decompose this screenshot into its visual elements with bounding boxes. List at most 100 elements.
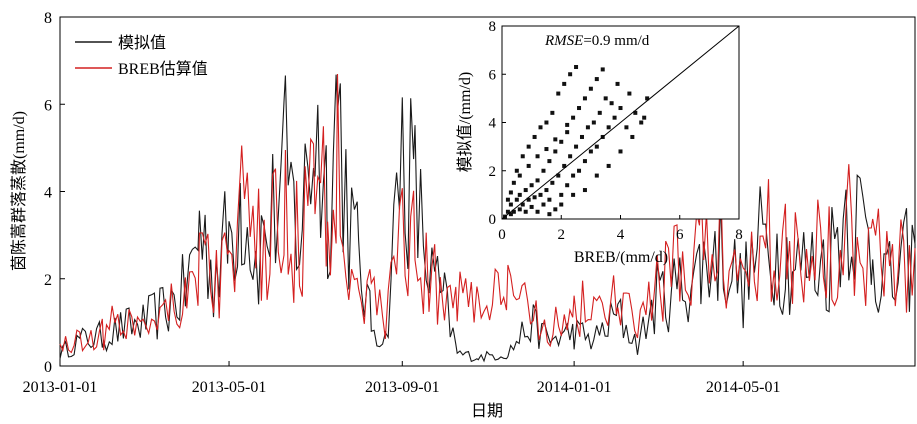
inset-x-tick-label: 0: [498, 227, 506, 243]
main-x-tick-label: 2013-01-01: [23, 379, 98, 396]
scatter-point: [612, 115, 617, 120]
scatter-point: [550, 180, 555, 185]
scatter-point: [606, 163, 611, 168]
scatter-point: [571, 192, 576, 197]
rmse-value: =0.9 mm/d: [583, 33, 649, 49]
scatter-point: [639, 120, 644, 125]
scatter-point: [541, 168, 546, 173]
scatter-point: [517, 207, 522, 212]
scatter-point: [544, 120, 549, 125]
scatter-point: [553, 207, 558, 212]
main-y-axis-label: 茵陈蒿群落蒸散(mm/d): [10, 111, 28, 271]
scatter-point: [538, 125, 543, 130]
scatter-point: [574, 144, 579, 149]
scatter-point: [553, 137, 558, 142]
scatter-point: [550, 110, 555, 115]
main-ticks: 0 2 4 6 8 2013-01-01 2013-05-01 2013-09-01 2014-…: [23, 10, 781, 396]
scatter-point: [627, 91, 632, 96]
scatter-point: [556, 91, 561, 96]
scatter-point: [571, 173, 576, 178]
scatter-point: [529, 204, 534, 209]
scatter-point: [579, 134, 584, 139]
rmse-italic: RMSE: [544, 33, 583, 49]
scatter-point: [609, 101, 614, 106]
scatter-point: [633, 110, 638, 115]
series-line-simulated: [59, 74, 916, 363]
inset-y-tick-label: 2: [489, 164, 497, 180]
scatter-point: [508, 190, 513, 195]
scatter-point: [630, 134, 635, 139]
scatter-point: [562, 163, 567, 168]
scatter-point: [559, 202, 564, 207]
scatter-point: [577, 168, 582, 173]
inset-y-axis-label: 模拟值/(mm/d): [456, 72, 474, 172]
scatter-point: [526, 197, 531, 202]
legend: 模拟值 BREB估算值: [75, 34, 208, 78]
scatter-point: [588, 86, 593, 91]
scatter-point: [582, 96, 587, 101]
scatter-point: [597, 110, 602, 115]
scatter-point: [553, 149, 558, 154]
main-x-tick-label: 2013-09-01: [365, 379, 440, 396]
main-y-tick-label: 4: [44, 185, 52, 202]
inset-y-tick-label: 8: [489, 19, 497, 35]
main-y-tick-label: 8: [44, 10, 52, 27]
scatter-point: [565, 183, 570, 188]
scatter-point: [547, 212, 552, 217]
inset-x-tick-label: 8: [735, 227, 743, 243]
scatter-point: [562, 81, 567, 86]
scatter-point: [532, 134, 537, 139]
scatter-point: [618, 106, 623, 111]
inset-x-tick-label: 4: [617, 227, 625, 243]
scatter-point: [594, 77, 599, 82]
inset-ticks: 0 2 4 6 8 0 2 4 6 8: [489, 19, 743, 243]
scatter-point: [565, 122, 570, 127]
main-y-tick-label: 2: [44, 272, 52, 289]
scatter-point: [505, 197, 510, 202]
scatter-point: [517, 192, 522, 197]
scatter-point: [588, 149, 593, 154]
scatter-point: [535, 209, 540, 214]
main-series: [59, 73, 916, 363]
inset-y-tick-label: 4: [489, 116, 497, 132]
inset-x-tick-label: 2: [558, 227, 566, 243]
scatter-point: [511, 209, 516, 214]
scatter-point: [556, 173, 561, 178]
scatter-point: [571, 115, 576, 120]
main-x-tick-label: 2014-05-01: [706, 379, 781, 396]
scatter-point: [568, 72, 573, 77]
scatter-point: [526, 163, 531, 168]
scatter-point: [591, 120, 596, 125]
scatter-point: [535, 178, 540, 183]
scatter-point: [582, 188, 587, 193]
rmse-annotation: RMSE=0.9 mm/d: [544, 33, 650, 49]
scatter-point: [517, 173, 522, 178]
scatter-point: [645, 96, 650, 101]
scatter-point: [514, 168, 519, 173]
scatter-point: [642, 115, 647, 120]
scatter-point: [577, 106, 582, 111]
scatter-point: [547, 159, 552, 164]
scatter-point: [568, 154, 573, 159]
main-x-tick-label: 2014-01-01: [537, 379, 612, 396]
scatter-point: [535, 154, 540, 159]
scatter-point: [508, 212, 513, 217]
scatter-point: [520, 202, 525, 207]
main-x-tick-label: 2013-05-01: [192, 379, 267, 396]
scatter-point: [544, 147, 549, 152]
scatter-point: [532, 195, 537, 200]
scatter-point: [520, 154, 525, 159]
scatter-point: [594, 173, 599, 178]
scatter-point: [508, 202, 513, 207]
scatter-point: [582, 159, 587, 164]
scatter-point: [559, 139, 564, 144]
scatter-point: [574, 65, 579, 70]
scatter-point: [523, 209, 528, 214]
scatter-point: [603, 96, 608, 101]
scatter-point: [559, 192, 564, 197]
scatter-point: [606, 125, 611, 130]
scatter-point: [618, 149, 623, 154]
scatter-point: [585, 125, 590, 130]
scatter-point: [511, 180, 516, 185]
